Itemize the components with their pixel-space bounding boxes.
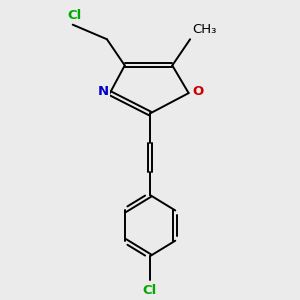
- Text: N: N: [98, 85, 109, 98]
- Text: O: O: [192, 85, 203, 98]
- Text: CH₃: CH₃: [193, 23, 217, 36]
- Text: Cl: Cl: [143, 284, 157, 297]
- Text: Cl: Cl: [67, 9, 81, 22]
